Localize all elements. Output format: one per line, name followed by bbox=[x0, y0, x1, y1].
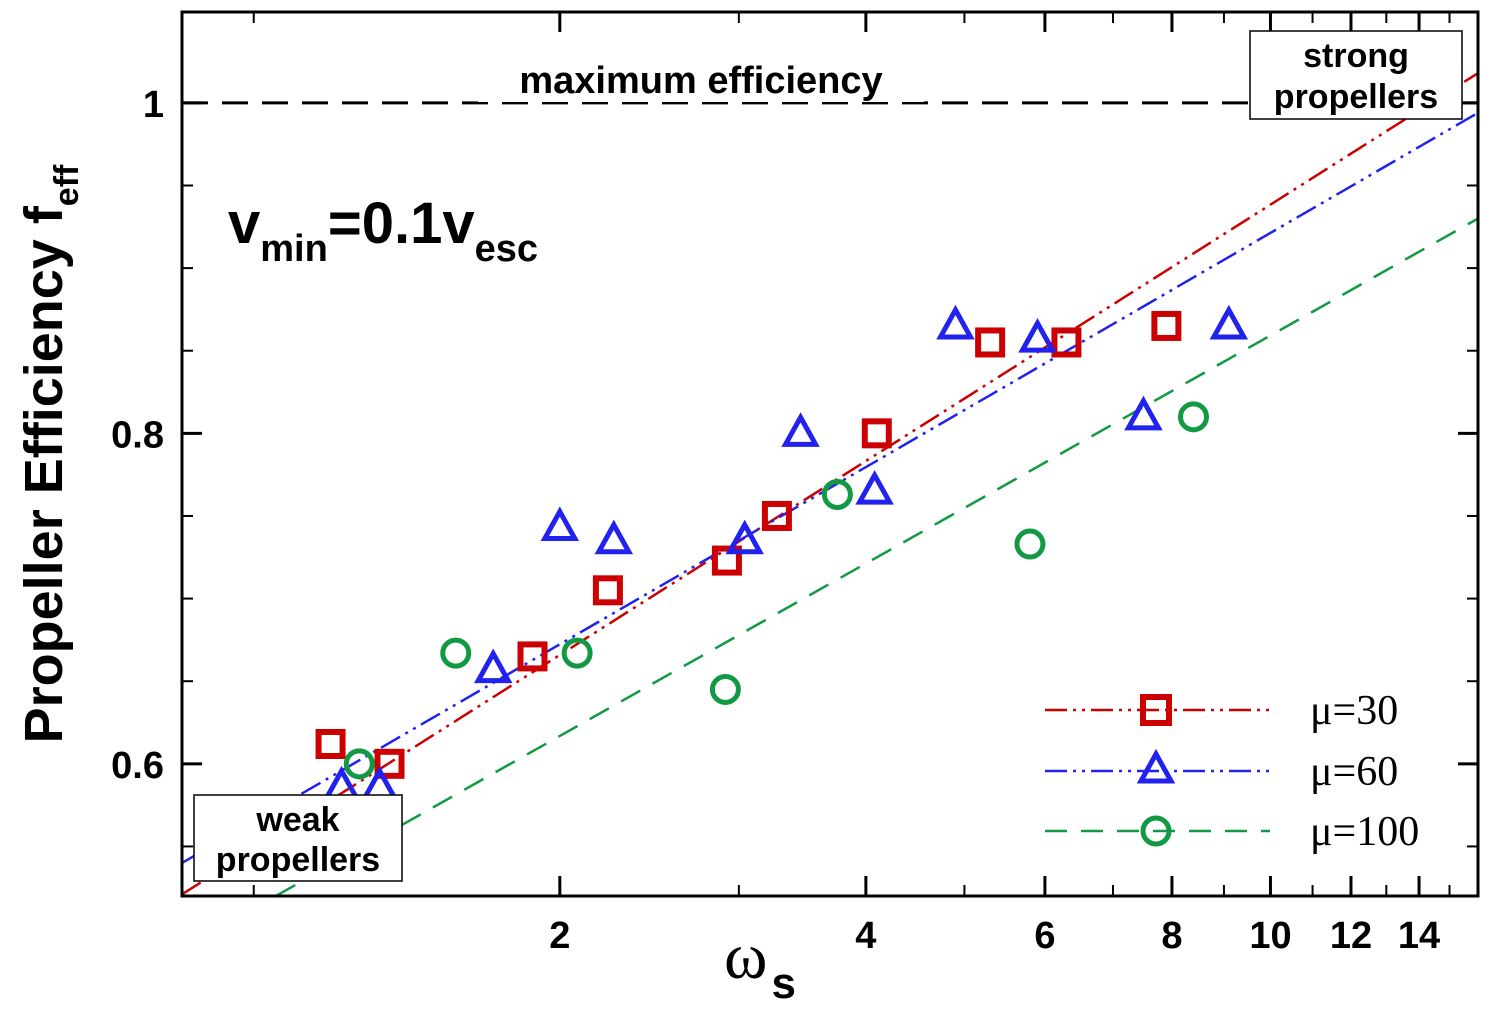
data-points bbox=[315, 304, 1249, 801]
y-tick-label: 0.8 bbox=[111, 414, 164, 456]
data-point-circle bbox=[709, 673, 741, 705]
x-tick-label: 8 bbox=[1161, 915, 1182, 957]
y-axis: 0.6 0.8 1 bbox=[111, 84, 1478, 848]
legend-marker-square bbox=[1140, 694, 1172, 726]
legend-label-mu30: μ=30 bbox=[1310, 688, 1398, 734]
data-point-triangle bbox=[1209, 304, 1249, 340]
fit-line-mu60 bbox=[182, 111, 1478, 865]
data-point-circle bbox=[1014, 528, 1046, 560]
x-tick-label: 6 bbox=[1034, 915, 1055, 957]
data-point-triangle bbox=[540, 506, 580, 542]
data-point-square bbox=[592, 575, 623, 606]
x-tick-label: 10 bbox=[1249, 915, 1291, 957]
y-tick-label: 1 bbox=[143, 84, 164, 126]
data-point-square bbox=[711, 545, 742, 576]
data-point-circle bbox=[821, 478, 853, 510]
data-point-square bbox=[374, 748, 405, 779]
weak-label-line1: weak bbox=[255, 801, 339, 839]
data-point-triangle bbox=[473, 648, 513, 684]
data-point-circle bbox=[440, 637, 472, 669]
x-tick-label: 2 bbox=[549, 915, 570, 957]
y-tick-label: 0.6 bbox=[111, 745, 164, 787]
data-point-square bbox=[861, 418, 892, 449]
data-point-triangle bbox=[594, 519, 634, 555]
data-point-circle bbox=[561, 637, 593, 669]
legend-label-mu60: μ=60 bbox=[1310, 749, 1398, 795]
strong-label-line1: strong bbox=[1303, 37, 1409, 75]
weak-propellers-box bbox=[193, 794, 403, 882]
x-axis: 2 4 6 8 10 12 14 bbox=[252, 12, 1451, 957]
strong-label-line2: propellers bbox=[1274, 78, 1438, 116]
data-point-square bbox=[975, 327, 1006, 358]
weak-label-line2: propellers bbox=[216, 841, 380, 879]
plot-frame bbox=[180, 10, 1480, 898]
data-point-circle bbox=[343, 748, 375, 780]
data-point-square bbox=[1051, 327, 1082, 358]
maximum-efficiency-label: maximum efficiency bbox=[519, 60, 882, 102]
x-axis-title: ωs bbox=[724, 920, 796, 1008]
fit-line-mu100 bbox=[273, 217, 1478, 896]
data-point-circle bbox=[1177, 401, 1209, 433]
data-point-square bbox=[517, 641, 548, 672]
legend: μ=30 μ=60 μ=100 bbox=[1045, 688, 1419, 855]
y-axis-title: Propeller Efficiency feff bbox=[14, 164, 86, 743]
legend-marker-circle bbox=[1140, 815, 1172, 847]
x-tick-label: 14 bbox=[1398, 915, 1440, 957]
data-point-triangle bbox=[725, 519, 764, 555]
data-point-triangle bbox=[855, 470, 894, 505]
data-point-triangle bbox=[1124, 395, 1163, 431]
x-tick-label: 4 bbox=[855, 915, 876, 957]
data-point-triangle bbox=[1018, 318, 1057, 353]
x-tick-label: 12 bbox=[1330, 915, 1372, 957]
data-point-square bbox=[761, 500, 792, 531]
data-point-triangle bbox=[936, 304, 975, 340]
data-point-square bbox=[1151, 310, 1182, 341]
data-point-square bbox=[315, 728, 346, 759]
legend-marker-triangle bbox=[1136, 748, 1176, 784]
strong-propellers-box bbox=[1249, 30, 1463, 120]
condition-annotation: vmin=0.1vesc bbox=[228, 191, 538, 270]
legend-label-mu100: μ=100 bbox=[1310, 809, 1419, 855]
data-point-triangle bbox=[781, 412, 820, 447]
